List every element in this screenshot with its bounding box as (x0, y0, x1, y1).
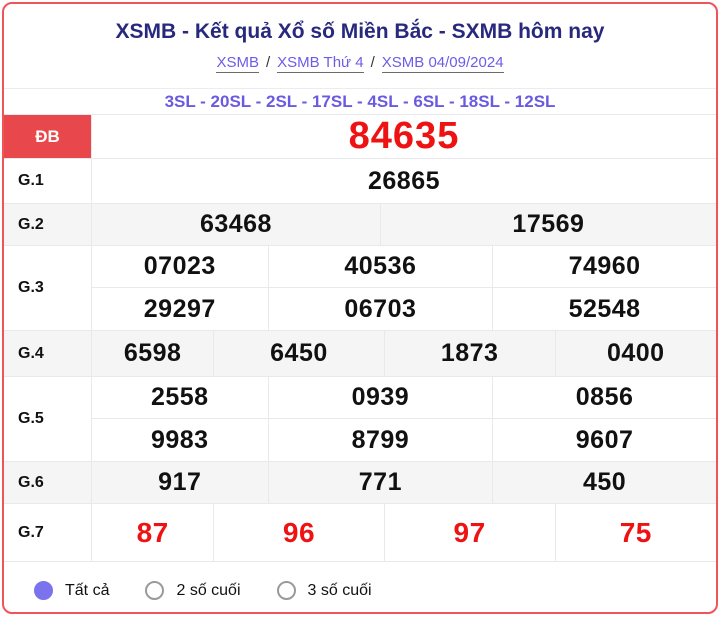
prize-row-g5: G.5 2558 0939 0856 9983 8799 9607 (4, 377, 716, 462)
breadcrumb-link-xsmb[interactable]: XSMB (216, 54, 259, 73)
prize-number: 75 (619, 516, 652, 548)
prize-label: G.1 (4, 159, 92, 203)
prize-row-g6: G.6 917 771 450 (4, 462, 716, 504)
prize-label: G.6 (4, 462, 92, 503)
prize-number: 26865 (367, 166, 441, 195)
header-divider (4, 88, 716, 89)
prize-number: 96 (214, 504, 385, 561)
prize-number: 17569 (512, 210, 585, 238)
radio-option-label: 2 số cuối (176, 581, 241, 599)
prize-number: 917 (92, 462, 269, 503)
prize-number: 6450 (214, 331, 385, 376)
breadcrumb-separator: / (370, 54, 375, 71)
prize-row-g4: G.4 6598 6450 1873 0400 (4, 331, 716, 377)
prize-label: ĐB (4, 115, 92, 158)
prize-number: 06703 (269, 288, 494, 330)
prize-number: 0400 (606, 339, 665, 367)
radio-icon (145, 581, 165, 600)
prize-number: 9607 (575, 425, 634, 454)
prize-number: 450 (582, 468, 627, 496)
radio-option-tat-ca[interactable]: Tất cả (34, 581, 109, 600)
breadcrumb: XSMB / XSMB Thứ 4 / XSMB 04/09/2024 (4, 52, 716, 74)
prize-number: 1873 (385, 331, 556, 376)
radio-icon (34, 581, 53, 600)
prize-row-g2: G.2 63468 17569 (4, 204, 716, 246)
prize-label: G.2 (4, 204, 92, 245)
prize-stats: 3SL - 20SL - 2SL - 17SL - 4SL - 6SL - 18… (4, 89, 716, 115)
prize-number: 6598 (92, 331, 215, 376)
results-table: ĐB 84635 G.1 26865 G.2 63468 17569 G.3 07023 4053… (4, 115, 716, 562)
radio-option-2-so-cuoi[interactable]: 2 số cuối (145, 581, 241, 600)
prize-label: G.3 (4, 246, 92, 330)
prize-number: 87 (92, 504, 215, 561)
radio-icon (276, 581, 296, 600)
prize-row-g3: G.3 07023 40536 74960 29297 06703 52548 (4, 246, 716, 331)
prize-number: 52548 (568, 294, 641, 323)
prize-number: 40536 (269, 246, 494, 287)
filter-options: Tất cả 2 số cuối 3 số cuối (4, 562, 716, 612)
prize-number: 84635 (348, 115, 460, 157)
radio-option-label: Tất cả (65, 581, 110, 599)
prize-number: 74960 (568, 252, 641, 280)
prize-number: 8799 (269, 419, 494, 461)
prize-row-g7: G.7 87 96 97 75 (4, 504, 716, 562)
breadcrumb-link-xsmb-thu-4[interactable]: XSMB Thứ 4 (277, 54, 364, 73)
prize-label: G.5 (4, 377, 92, 461)
prize-row-g1: G.1 26865 (4, 159, 716, 204)
prize-row-đb: ĐB 84635 (4, 115, 716, 159)
prize-number: 07023 (92, 246, 269, 287)
breadcrumb-separator: / (265, 54, 271, 71)
prize-number: 29297 (92, 288, 269, 330)
header: XSMB - Kết quả Xổ số Miền Bắc - SXMB hôm… (4, 4, 716, 89)
prize-number: 9983 (92, 419, 269, 461)
prize-number: 2558 (92, 377, 269, 418)
radio-option-label: 3 số cuối (307, 581, 372, 599)
prize-number: 771 (269, 462, 494, 503)
prize-label: G.7 (4, 504, 92, 561)
prize-number: 63468 (92, 204, 381, 245)
radio-option-3-so-cuoi[interactable]: 3 số cuối (276, 581, 372, 600)
page-title: XSMB - Kết quả Xổ số Miền Bắc - SXMB hôm… (115, 20, 605, 43)
prize-label: G.4 (4, 331, 92, 376)
prize-number: 0856 (575, 383, 634, 411)
prize-number: 97 (385, 504, 556, 561)
breadcrumb-link-xsmb-date[interactable]: XSMB 04/09/2024 (381, 54, 504, 73)
prize-number: 0939 (269, 377, 494, 418)
